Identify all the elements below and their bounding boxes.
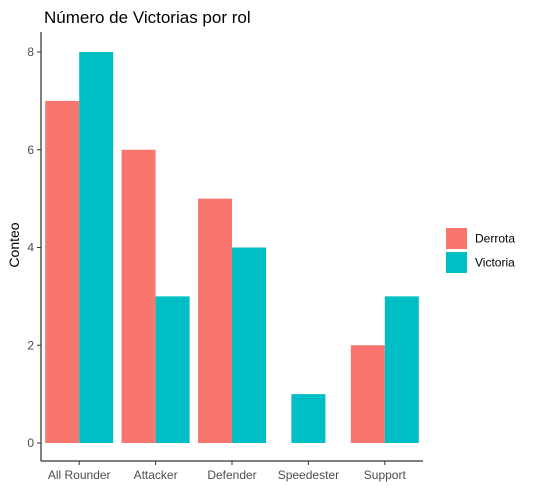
y-tick-label: 6	[27, 143, 34, 157]
x-tick-label: Attacker	[134, 468, 178, 482]
y-tick-label: 4	[27, 241, 34, 255]
legend-label-derrota: Derrota	[475, 232, 515, 246]
y-ticks: 0 2 4 6 8	[27, 45, 41, 450]
y-tick-label: 8	[27, 45, 34, 59]
bar-victoria-speedester	[291, 394, 326, 443]
plot-area: 0 2 4 6 8 All Rounder Attacker Defender Speedes…	[27, 32, 423, 482]
x-tick-label: Support	[364, 468, 407, 482]
x-ticks: All Rounder Attacker Defender Speedester Sup…	[48, 461, 407, 482]
bar-victoria-all-rounder	[79, 52, 114, 443]
bars	[45, 52, 419, 443]
y-axis-label: Conteo	[6, 222, 22, 267]
bar-victoria-attacker	[155, 296, 190, 443]
y-tick-label: 2	[27, 338, 34, 352]
bar-derrota-support	[350, 345, 385, 443]
bar-victoria-defender	[232, 247, 266, 443]
x-tick-label: Speedester	[278, 468, 339, 482]
bar-derrota-defender	[198, 198, 232, 443]
legend: Derrota Victoria	[446, 228, 515, 273]
y-tick-label: 0	[27, 436, 34, 450]
bar-derrota-attacker	[121, 149, 156, 443]
chart-title: Número de Victorias por rol	[44, 8, 251, 27]
bar-victoria-support	[384, 296, 419, 443]
legend-label-victoria: Victoria	[475, 256, 515, 270]
legend-key-victoria	[446, 252, 467, 273]
x-tick-label: Defender	[207, 468, 256, 482]
legend-key-derrota	[446, 228, 467, 249]
bar-derrota-all-rounder	[45, 100, 80, 443]
x-tick-label: All Rounder	[48, 468, 111, 482]
